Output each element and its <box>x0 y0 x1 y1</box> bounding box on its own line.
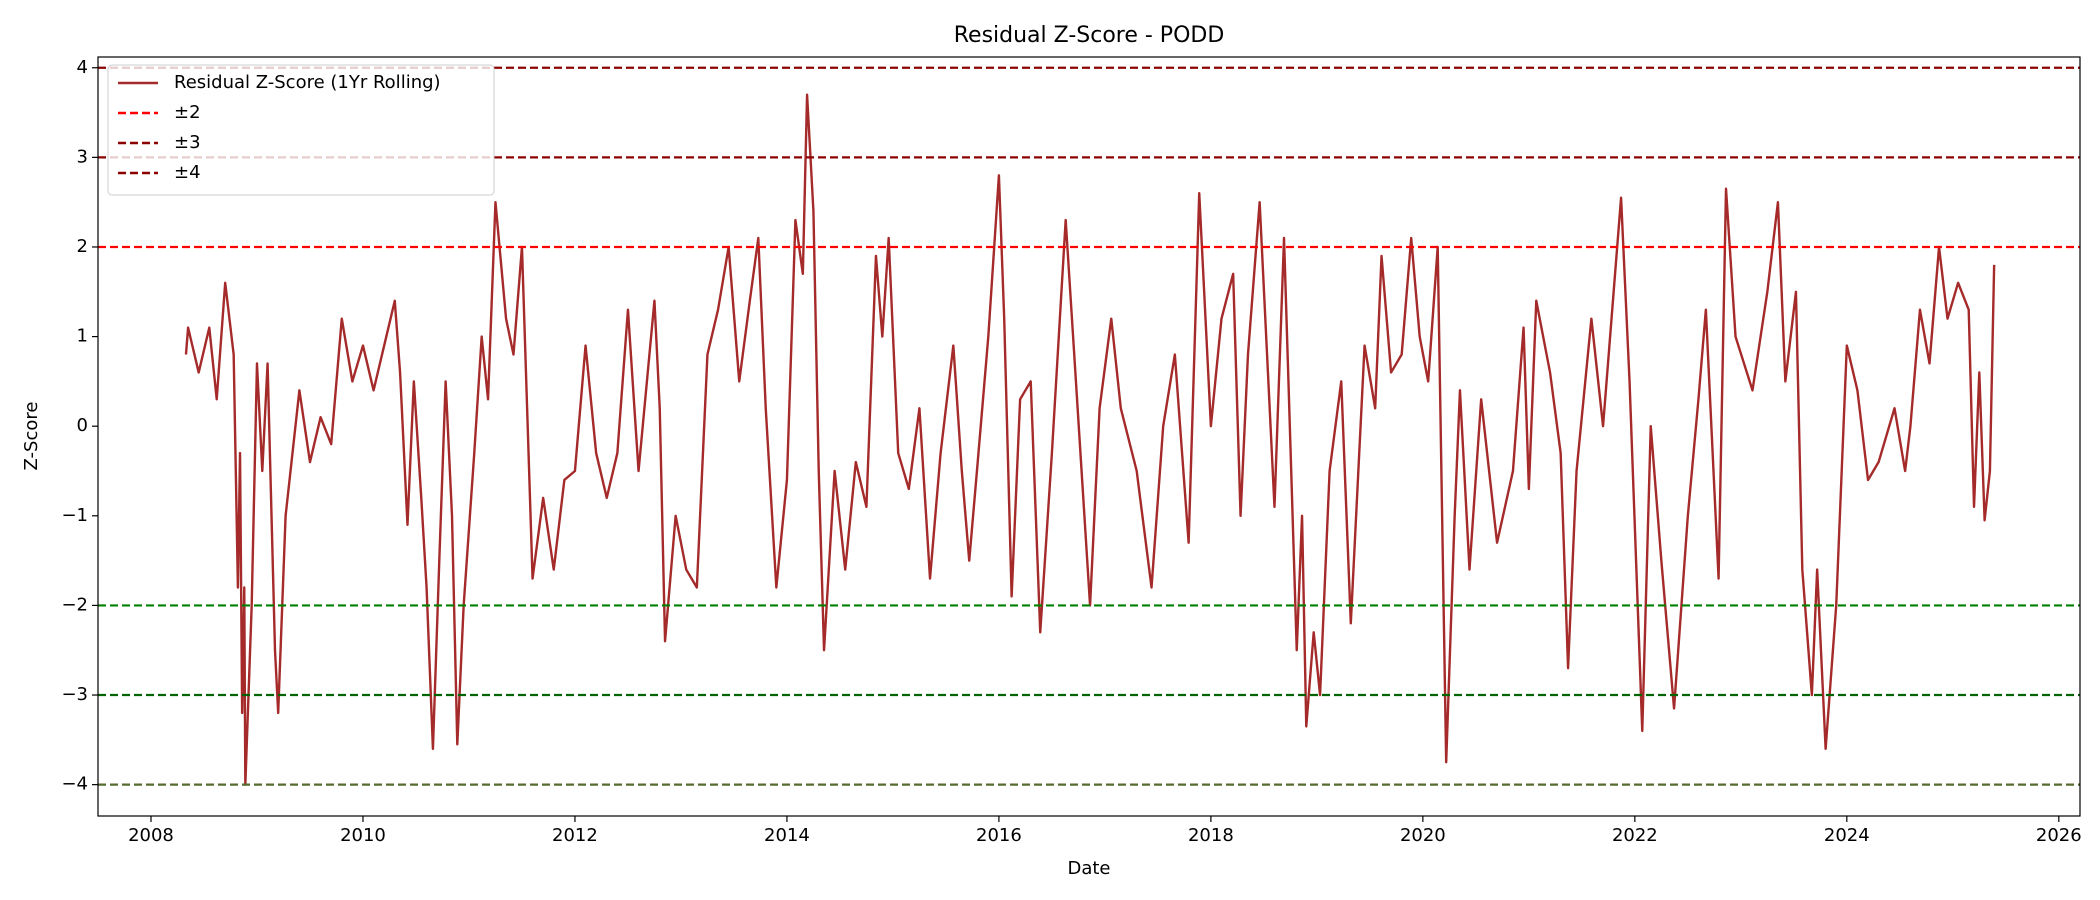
legend-box <box>107 64 495 196</box>
chart-title: Residual Z-Score - PODD <box>954 23 1225 48</box>
legend-label: ±4 <box>174 162 201 183</box>
y-tick-label: −3 <box>61 684 88 705</box>
legend-label: Residual Z-Score (1Yr Rolling) <box>174 72 441 93</box>
axes-frame <box>97 56 2081 817</box>
y-axis-label: Z-Score <box>21 402 42 471</box>
x-tick-label: 2010 <box>340 825 386 846</box>
y-tick-label: −2 <box>61 594 88 615</box>
y-tick-label: 2 <box>77 236 88 257</box>
x-tick-label: 2016 <box>976 825 1022 846</box>
x-tick-label: 2026 <box>2036 825 2082 846</box>
y-tick-label: −4 <box>61 774 88 795</box>
y-tick-label: 4 <box>77 57 88 78</box>
x-axis-label: Date <box>1067 858 1110 879</box>
data-line <box>184 93 1996 786</box>
y-tick-label: 3 <box>77 146 88 167</box>
x-tick-label: 2014 <box>764 825 810 846</box>
x-tick-label: 2012 <box>552 825 598 846</box>
legend-label: ±2 <box>174 102 201 123</box>
x-tick-label: 2020 <box>1400 825 1446 846</box>
x-tick-label: 2008 <box>128 825 174 846</box>
y-tick-label: −1 <box>61 505 88 526</box>
legend: Residual Z-Score (1Yr Rolling) ±2 ±3 ±4 <box>107 64 495 196</box>
x-tick-label: 2018 <box>1188 825 1234 846</box>
x-tick-label: 2022 <box>1612 825 1658 846</box>
y-tick-label: 0 <box>77 415 88 436</box>
x-tick-label: 2024 <box>1824 825 1870 846</box>
y-tick-label: 1 <box>77 326 88 347</box>
legend-label: ±3 <box>174 132 201 153</box>
